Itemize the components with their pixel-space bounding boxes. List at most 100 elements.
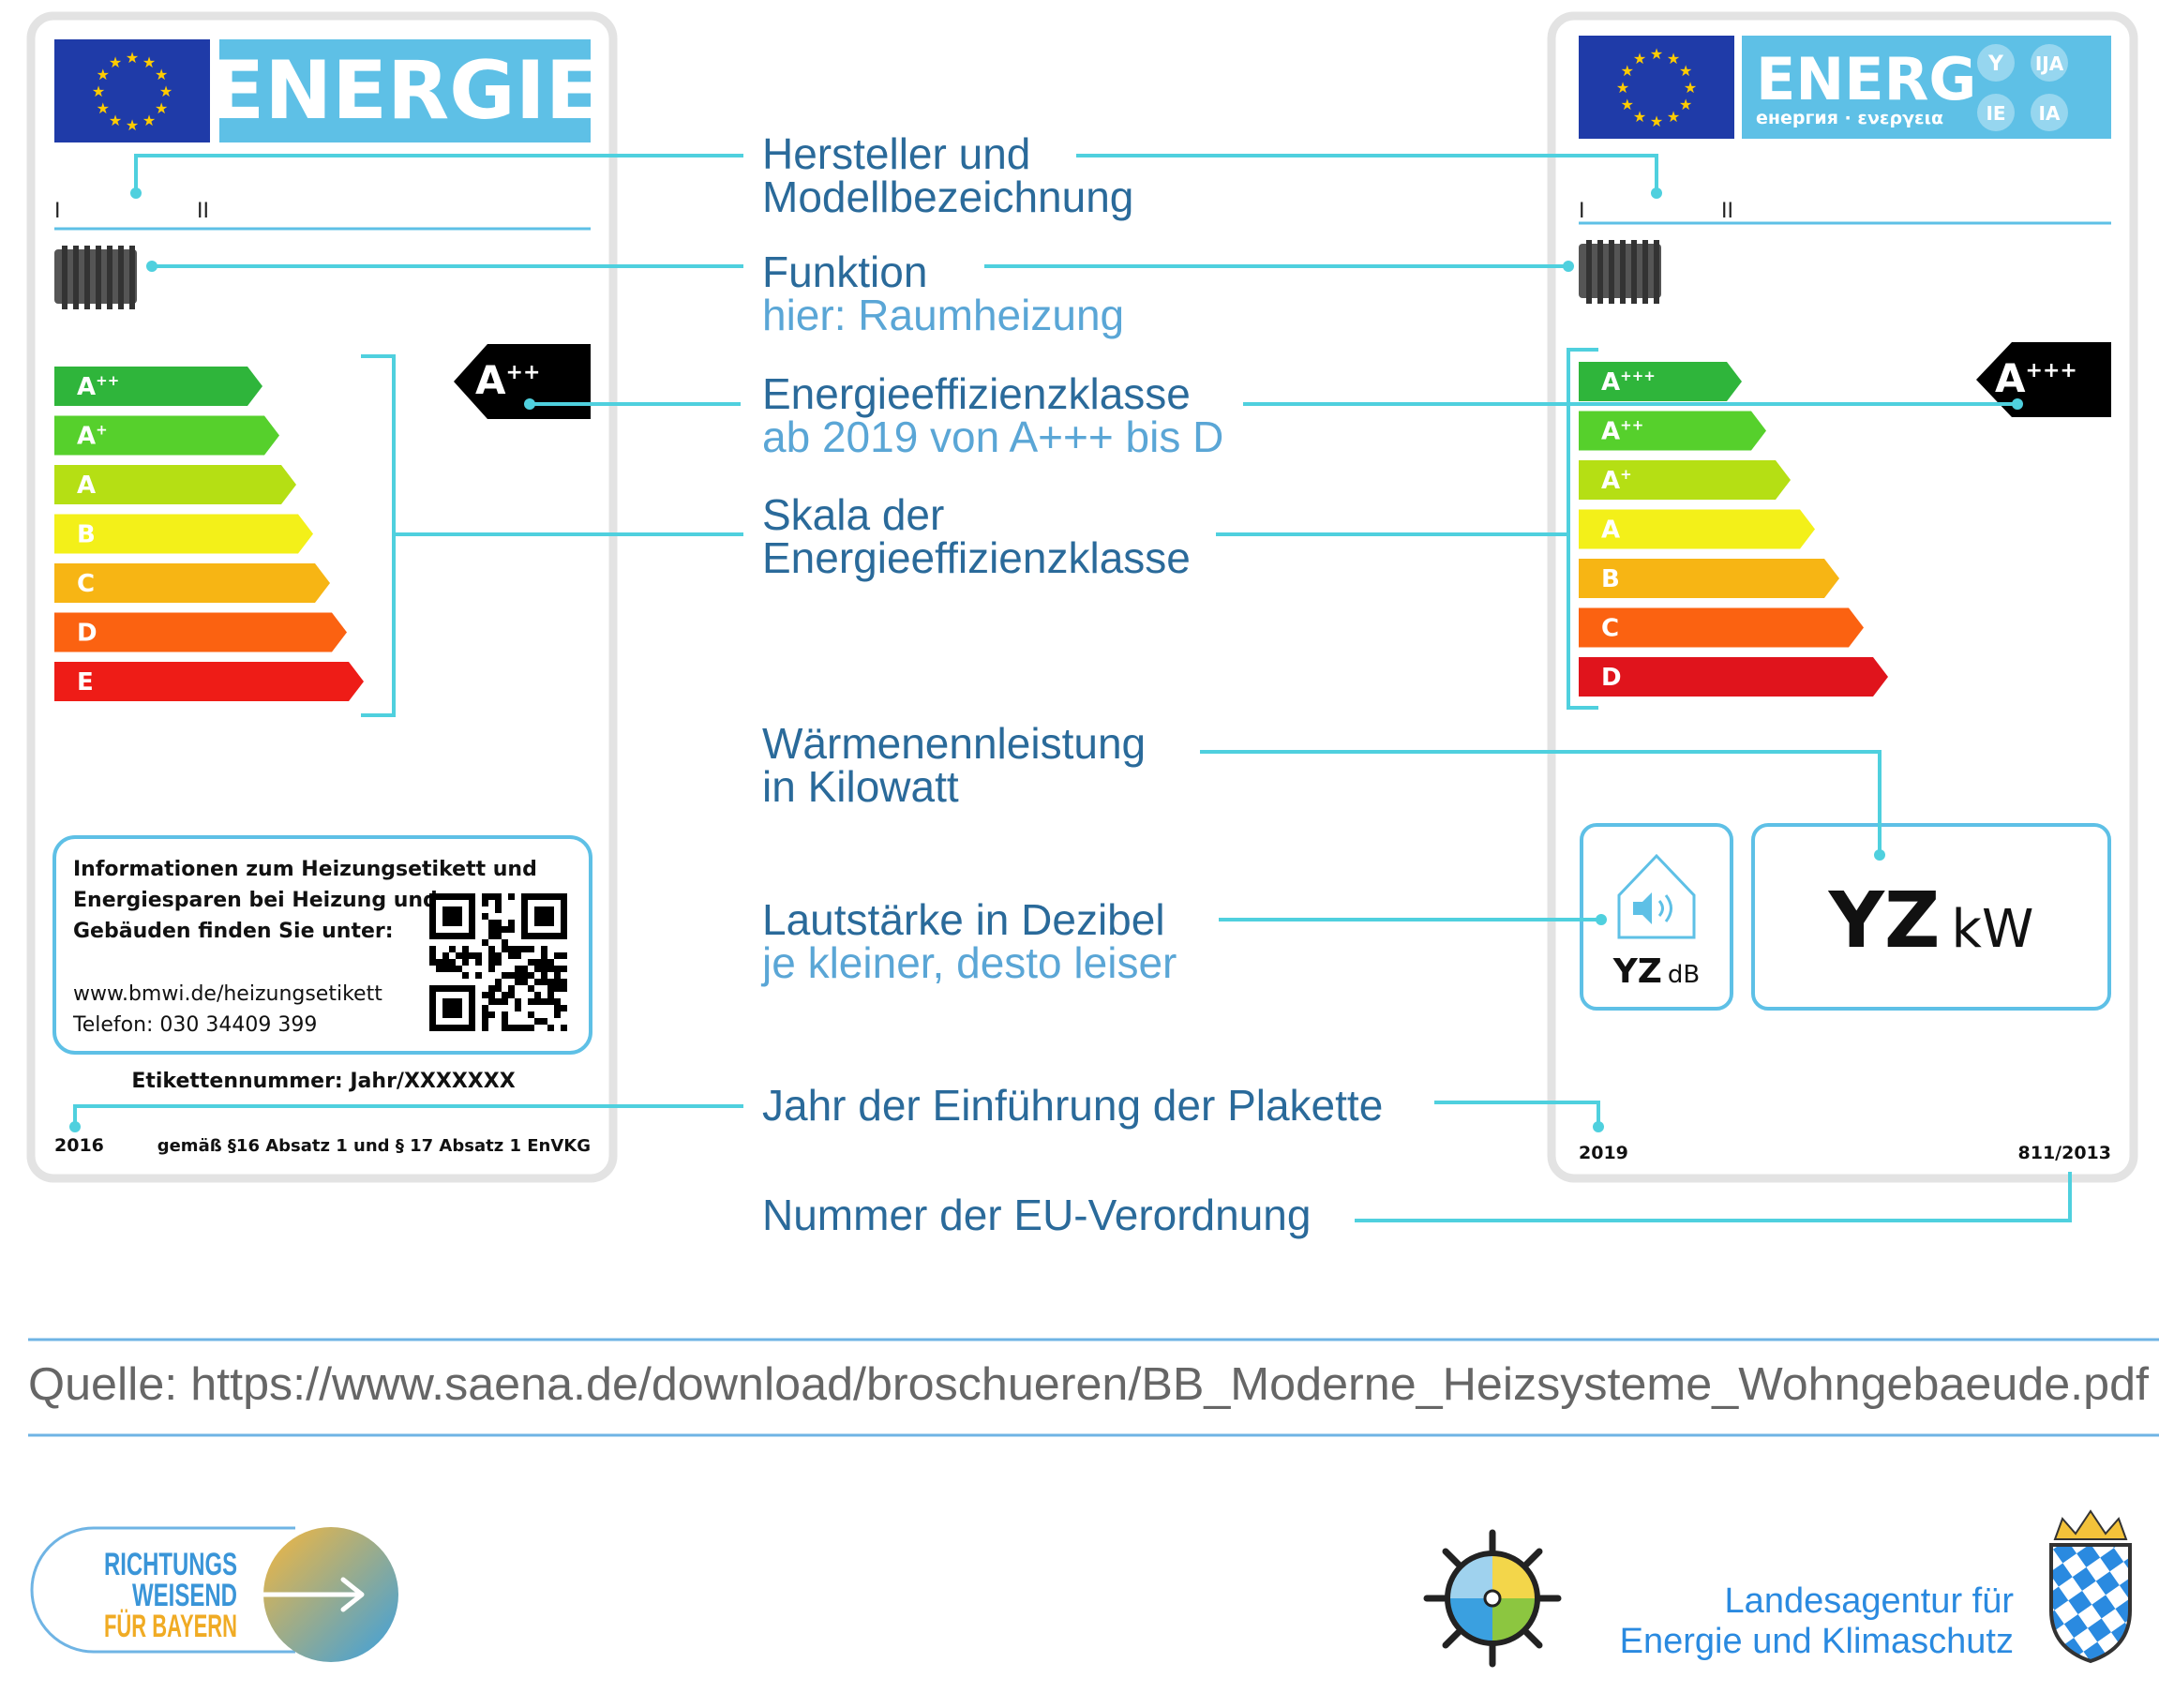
radiator-icon bbox=[1579, 240, 1661, 304]
eu-star-icon: ★ bbox=[1679, 62, 1692, 80]
eu-star-icon: ★ bbox=[142, 53, 156, 71]
old-label-frame bbox=[26, 11, 618, 1183]
connector-manufacturer-right bbox=[1076, 154, 1658, 191]
old-header-word: ENERGIE bbox=[209, 44, 600, 138]
svg-text:A++: A++ bbox=[475, 357, 540, 403]
old-label-number: Etikettennummer: Jahr/XXXXXXX bbox=[131, 1070, 515, 1093]
arrow-right-icon bbox=[222, 1577, 365, 1612]
scale-bar-label: A+ bbox=[77, 422, 108, 451]
eu-star-icon: ★ bbox=[97, 66, 110, 83]
scale-bar bbox=[1579, 362, 1742, 401]
callout-class-sub: ab 2019 von A+++ bis D bbox=[762, 412, 1223, 461]
old-regulation: gemäß §16 Absatz 1 und § 17 Absatz 1 EnV… bbox=[157, 1136, 591, 1156]
source-text: Quelle: https://www.saena.de/download/br… bbox=[28, 1359, 2149, 1410]
eu-star-icon: ★ bbox=[1633, 50, 1646, 67]
scale-bar bbox=[54, 662, 364, 701]
old-info-line-3: Gebäuden finden Sie unter: bbox=[73, 920, 394, 943]
eu-star-icon: ★ bbox=[126, 116, 139, 134]
new-header-sub: енергия · ενεργεια bbox=[1756, 108, 1943, 128]
agency-line-1: Landesagentur für bbox=[1725, 1581, 2015, 1621]
scale-bar-label: A+++ bbox=[1601, 367, 1656, 397]
scale-bar bbox=[1579, 411, 1766, 451]
scale-bar bbox=[1579, 509, 1815, 549]
lang-badge-2: IJA bbox=[2035, 52, 2064, 75]
connectors bbox=[73, 154, 2072, 1222]
eu-star-icon: ★ bbox=[159, 82, 172, 100]
old-header-band bbox=[219, 39, 591, 142]
scale-bar bbox=[54, 367, 262, 406]
connector-manufacturer-left bbox=[134, 154, 743, 191]
connector-power bbox=[1200, 750, 1882, 853]
power-value: YZ bbox=[1828, 876, 1941, 966]
scale-bar bbox=[1579, 460, 1791, 500]
radiator-icon bbox=[54, 246, 137, 309]
scale-bar-label: A++ bbox=[77, 372, 119, 401]
eu-star-icon: ★ bbox=[97, 99, 110, 117]
callout-function-title: Funktion bbox=[762, 247, 927, 296]
callout-scale-line-2: Energieeffizienzklasse bbox=[762, 533, 1191, 582]
scale-bar-label: A bbox=[1601, 517, 1620, 545]
eu-star-icon: ★ bbox=[155, 99, 168, 117]
svg-text:A+++: A+++ bbox=[1995, 355, 2077, 401]
new-class-sup: +++ bbox=[2026, 359, 2077, 382]
old-info-line-1: Informationen zum Heizungsetikett und bbox=[73, 858, 537, 881]
callout-scale-line-1: Skala der bbox=[762, 490, 944, 539]
scale-bar-label: E bbox=[77, 668, 94, 697]
callout-class-title: Energieeffizienzklasse bbox=[762, 369, 1191, 418]
qr-code-icon bbox=[429, 893, 567, 1031]
scale-bar-label: D bbox=[1601, 664, 1622, 692]
connector-year-right bbox=[1434, 1101, 1600, 1127]
callout-function-sub: hier: Raumheizung bbox=[762, 291, 1124, 339]
eu-star-icon: ★ bbox=[1621, 62, 1634, 80]
new-header-word: ENERG bbox=[1756, 45, 1976, 113]
eu-star-icon: ★ bbox=[155, 66, 168, 83]
eu-star-icon: ★ bbox=[1684, 79, 1697, 97]
sound-box bbox=[1580, 823, 1733, 1011]
eu-star-icon: ★ bbox=[1650, 112, 1663, 130]
scale-bar-label: D bbox=[77, 620, 97, 648]
power-box bbox=[1751, 823, 2111, 1011]
callout-sound-sub: je kleiner, desto leiser bbox=[760, 938, 1177, 987]
scale-bar bbox=[54, 612, 347, 652]
old-info-url: www.bmwi.de/heizungsetikett bbox=[73, 982, 382, 1006]
eu-star-icon: ★ bbox=[109, 53, 122, 71]
old-year: 2016 bbox=[54, 1135, 104, 1156]
logo-line-3: FÜR BAYERN bbox=[104, 1609, 237, 1644]
eu-star-icon: ★ bbox=[1616, 79, 1629, 97]
eu-star-icon: ★ bbox=[1650, 45, 1663, 63]
scale-bar-label: A+ bbox=[1601, 466, 1632, 495]
new-scale-bracket bbox=[1567, 348, 1598, 710]
scale-bar-label: B bbox=[1601, 565, 1620, 593]
new-label-frame bbox=[1547, 11, 2138, 1183]
scale-bar-label: A++ bbox=[1601, 417, 1643, 446]
eu-stars-icon: ★★★★★★★★★ ★ ★★ bbox=[1616, 45, 1697, 130]
new-year: 2019 bbox=[1579, 1143, 1628, 1163]
connector-year-left bbox=[73, 1104, 743, 1127]
scale-bar bbox=[54, 415, 279, 456]
new-class-letter: A bbox=[1995, 355, 2026, 401]
callout-year-title: Jahr der Einführung der Plakette bbox=[762, 1081, 1383, 1130]
new-row-mark-2: II bbox=[1721, 200, 1733, 223]
callout-power-line-2: in Kilowatt bbox=[762, 762, 959, 811]
scale-bar bbox=[1579, 559, 1839, 598]
new-class-arrow: A+++ bbox=[1976, 342, 2111, 417]
new-row-mark-1: I bbox=[1579, 200, 1585, 223]
loudspeaker-house-icon bbox=[1617, 853, 1696, 939]
old-class-arrow: A++ bbox=[454, 344, 591, 419]
eu-star-icon: ★ bbox=[126, 49, 139, 67]
old-info-line-2: Energiesparen bei Heizung und bbox=[73, 889, 438, 912]
bavaria-coat-of-arms-icon bbox=[2049, 1509, 2132, 1664]
callout-regulation-title: Nummer der EU-Verordnung bbox=[762, 1191, 1311, 1239]
eu-star-icon: ★ bbox=[1621, 96, 1634, 113]
lang-badge-1: Y bbox=[1987, 52, 2004, 76]
scale-bar bbox=[1579, 607, 1864, 648]
eu-star-icon: ★ bbox=[109, 112, 122, 129]
callout-sound-title: Lautstärke in Dezibel bbox=[762, 895, 1165, 944]
scale-bar-label: C bbox=[1601, 615, 1619, 643]
sound-value: YZ bbox=[1612, 952, 1662, 991]
callouts: Hersteller und Modellbezeichnung Funktio… bbox=[760, 129, 1383, 1239]
